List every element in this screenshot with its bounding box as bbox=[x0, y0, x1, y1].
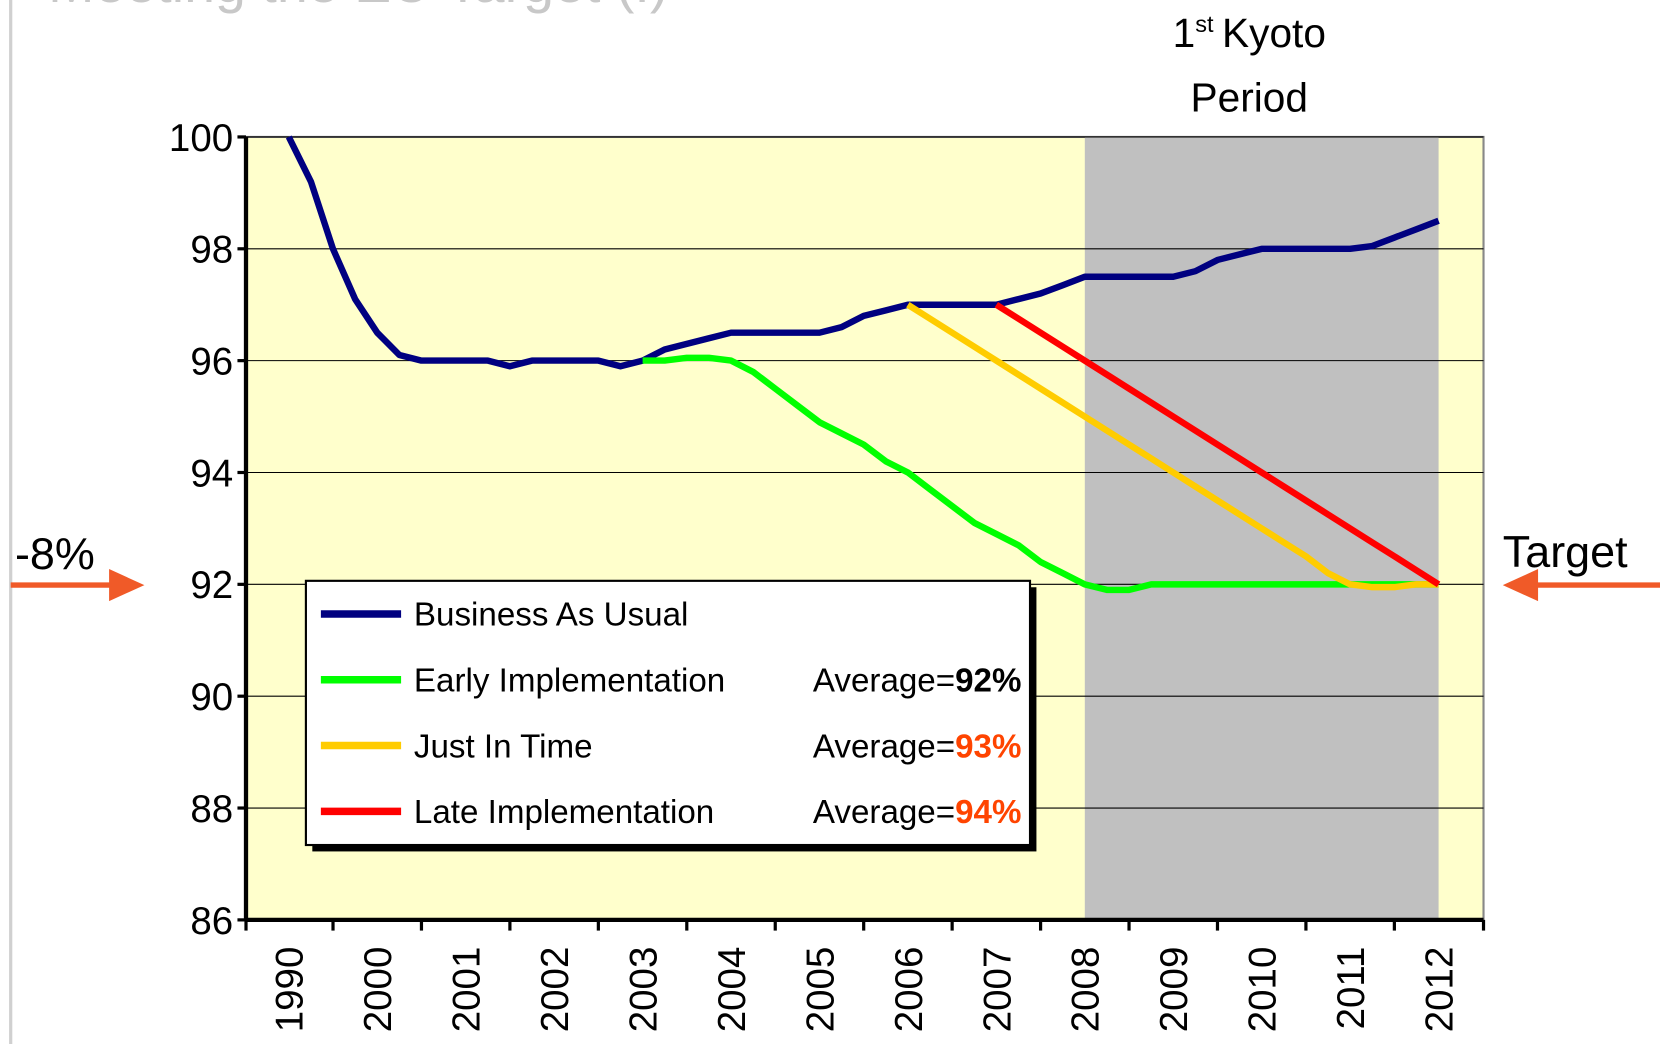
right-arrow bbox=[1502, 569, 1660, 602]
y-tick-label: 94 bbox=[190, 452, 233, 495]
series-line bbox=[906, 302, 1439, 591]
y-tick-label: 90 bbox=[190, 676, 233, 719]
y-tick-label: 92 bbox=[190, 564, 233, 607]
average-label: Average= bbox=[813, 728, 955, 765]
y-tick-label: 100 bbox=[169, 117, 233, 160]
period-annotation: 1st Kyoto bbox=[1173, 10, 1326, 56]
x-tick-label: 2010 bbox=[1242, 947, 1285, 1033]
x-tick-label: 2003 bbox=[622, 947, 665, 1033]
x-tick-label: 2012 bbox=[1419, 947, 1462, 1033]
period-sup: st bbox=[1195, 11, 1214, 37]
x-tick-label: 2005 bbox=[799, 947, 842, 1033]
average-label: Average= bbox=[813, 794, 955, 831]
x-tick-label: 2008 bbox=[1065, 947, 1108, 1033]
x-tick-label: 2004 bbox=[711, 947, 754, 1033]
slide-title: Meeting the EU Target (I) bbox=[48, 0, 668, 14]
y-tick-label: 86 bbox=[190, 900, 233, 943]
x-tick-label: 2007 bbox=[976, 947, 1019, 1033]
legend-label: Late Implementation bbox=[414, 794, 714, 831]
x-tick-label: 2009 bbox=[1153, 947, 1196, 1033]
period-line2: Period bbox=[1191, 74, 1308, 120]
average-value: 94% bbox=[955, 794, 1021, 831]
period-word: Kyoto bbox=[1222, 10, 1326, 56]
x-tick-label: 2000 bbox=[357, 947, 400, 1033]
legend-label: Just In Time bbox=[414, 728, 593, 765]
legend-label: Early Implementation bbox=[414, 663, 725, 700]
x-tick-label: 2006 bbox=[888, 947, 931, 1033]
legend: Business As Usual Early Implementation Ave… bbox=[304, 579, 1037, 852]
x-tick-label: 2002 bbox=[534, 947, 577, 1033]
x-tick-label: 2011 bbox=[1330, 947, 1373, 1030]
series-line bbox=[642, 354, 1439, 594]
legend-label: Business As Usual bbox=[414, 597, 688, 634]
period-prefix: 1 bbox=[1173, 10, 1196, 56]
legend-average: Average=94% bbox=[813, 794, 1022, 831]
average-label: Average= bbox=[813, 663, 955, 700]
x-tick-label: 1990 bbox=[269, 947, 312, 1033]
series-line bbox=[285, 135, 1440, 370]
series-line bbox=[994, 302, 1441, 588]
average-value: 93% bbox=[955, 728, 1021, 765]
legend-box bbox=[304, 579, 1032, 847]
y-tick-label: 98 bbox=[190, 229, 233, 272]
legend-average: Average=92% bbox=[813, 663, 1022, 700]
right-annotation: Target bbox=[1503, 526, 1628, 577]
legend-average: Average=93% bbox=[813, 728, 1022, 765]
left-arrow bbox=[10, 569, 145, 602]
left-annotation: -8% bbox=[15, 528, 95, 579]
y-tick-label: 88 bbox=[190, 788, 233, 831]
y-tick-label: 96 bbox=[190, 341, 233, 384]
x-tick-label: 2001 bbox=[446, 947, 489, 1033]
average-value: 92% bbox=[955, 663, 1021, 700]
